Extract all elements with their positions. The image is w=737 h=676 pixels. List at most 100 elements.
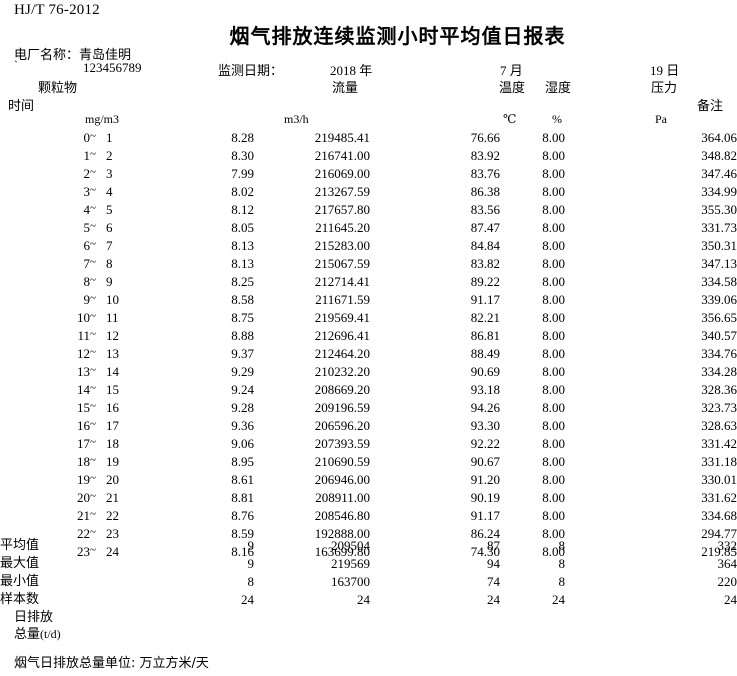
table-row: 0 ~1 8.28 219485.41 76.66 8.00 364.06	[0, 128, 737, 146]
cell-pressure: 219.85	[701, 543, 737, 559]
cell-particulate: 8.05	[231, 219, 254, 235]
cell-hour-end: 9	[106, 273, 113, 289]
cell-hour-separator: ~	[90, 182, 106, 200]
hour-range-tilde: ~	[90, 220, 96, 232]
column-header-remark: 备注	[697, 99, 724, 114]
summary-flow: 219569	[331, 556, 370, 571]
unit-flow: m3/h	[284, 112, 309, 126]
cell-temperature: 90.69	[470, 363, 500, 379]
cell-hour-end: 10	[106, 291, 119, 307]
cell-particulate: 8.30	[231, 147, 254, 163]
cell-humidity: 8.00	[542, 273, 565, 289]
hourly-data-table: 0 ~1 8.28 219485.41 76.66 8.00 364.06 1 ~2 8.30 21…	[0, 128, 737, 560]
cell-particulate: 8.88	[231, 327, 254, 343]
column-header-flow: 流量	[332, 81, 359, 96]
date-year: 2018 年	[330, 63, 373, 78]
cell-temperature: 91.17	[470, 291, 500, 307]
hour-range-tilde: ~	[90, 130, 96, 142]
cell-pressure: 348.82	[701, 147, 737, 163]
cell-flow: 211671.59	[315, 291, 370, 307]
hour-range-tilde: ~	[90, 292, 96, 304]
summary-particulate: 9	[247, 556, 255, 571]
cell-hour-end: 15	[106, 381, 119, 397]
summary-flow: 24	[357, 592, 370, 607]
cell-hour-end: 13	[106, 345, 119, 361]
summary-pressure: 364	[717, 556, 737, 571]
cell-temperature: 84.84	[470, 237, 500, 253]
cell-temperature: 91.20	[470, 471, 500, 487]
tick-mark: `	[14, 58, 18, 72]
cell-hour-separator: ~	[90, 272, 106, 290]
summary-label: 最小值	[0, 574, 40, 589]
cell-humidity: 8.00	[542, 237, 565, 253]
cell-hour-start: 18	[77, 453, 90, 469]
cell-hour-separator: ~	[90, 488, 106, 506]
table-row: 11 ~12 8.88 212696.41 86.81 8.00 340.57	[0, 326, 737, 344]
hour-range-tilde: ~	[90, 544, 96, 556]
summary-humidity: 8	[558, 556, 566, 571]
cell-particulate: 9.29	[231, 363, 254, 379]
summary-particulate: 8	[247, 574, 255, 589]
summary-humidity: 8	[558, 574, 566, 589]
cell-pressure: 294.77	[701, 525, 737, 541]
cell-temperature: 94.26	[470, 399, 500, 415]
summary-flow: 209504	[331, 538, 370, 553]
summary-temperature: 24	[487, 592, 500, 607]
cell-flow: 212696.41	[314, 327, 370, 343]
table-row: 3 ~4 8.02 213267.59 86.38 8.00 334.99	[0, 182, 737, 200]
cell-pressure: 334.28	[701, 363, 737, 379]
hour-range-tilde: ~	[90, 238, 96, 250]
cell-hour-start: 6	[83, 237, 91, 253]
cell-temperature: 74.30	[470, 543, 500, 559]
column-header-temperature: 温度	[499, 81, 526, 96]
cell-temperature: 91.17	[470, 507, 500, 523]
cell-humidity: 8.00	[542, 219, 565, 235]
cell-hour-start: 2	[83, 165, 91, 181]
cell-hour-end: 8	[106, 255, 113, 271]
cell-hour-end: 12	[106, 327, 119, 343]
footnote: 烟气日排放总量单位: 万立方米/天	[14, 656, 209, 671]
cell-temperature: 93.18	[470, 381, 500, 397]
summary-label: 样本数	[0, 592, 40, 607]
hour-range-tilde: ~	[90, 310, 96, 322]
table-row: 13 ~14 9.29 210232.20 90.69 8.00 334.28	[0, 362, 737, 380]
cell-hour-separator: ~	[90, 254, 106, 272]
cell-humidity: 8.00	[542, 309, 565, 325]
cell-temperature: 82.21	[470, 309, 500, 325]
cell-flow: 216069.00	[314, 165, 370, 181]
cell-humidity: 8.00	[542, 165, 565, 181]
cell-temperature: 93.30	[470, 417, 500, 433]
summary-particulate: 9	[247, 538, 255, 553]
unit-particulate: mg/m3	[85, 112, 120, 126]
hour-range-tilde: ~	[90, 472, 96, 484]
cell-hour-end: 23	[106, 525, 119, 541]
cell-pressure: 331.73	[701, 219, 737, 235]
cell-humidity: 8.00	[542, 381, 565, 397]
cell-flow: 210232.20	[314, 363, 370, 379]
daily-total-line2: 总量(t/d)	[14, 626, 61, 643]
cell-particulate: 8.13	[231, 255, 254, 271]
cell-humidity: 8.00	[542, 399, 565, 415]
column-header-time: 时间	[8, 99, 35, 114]
summary-row: 平均值 9 209504 87 8 332	[0, 537, 737, 555]
cell-humidity: 8.00	[542, 471, 565, 487]
cell-temperature: 90.19	[470, 489, 500, 505]
cell-pressure: 331.42	[701, 435, 737, 451]
table-row: 20 ~21 8.81 208911.00 90.19 8.00 331.62	[0, 488, 737, 506]
cell-flow: 212464.20	[314, 345, 370, 361]
cell-humidity: 8.00	[542, 129, 565, 145]
cell-hour-start: 13	[77, 363, 90, 379]
cell-temperature: 90.67	[470, 453, 500, 469]
cell-hour-end: 3	[106, 165, 113, 181]
table-row: 10 ~11 8.75 219569.41 82.21 8.00 356.65	[0, 308, 737, 326]
cell-flow: 208911.00	[315, 489, 370, 505]
cell-temperature: 83.56	[470, 201, 500, 217]
date-day: 19 日	[650, 63, 680, 78]
cell-hour-start: 15	[77, 399, 90, 415]
table-row: 15 ~16 9.28 209196.59 94.26 8.00 323.73	[0, 398, 737, 416]
cell-pressure: 323.73	[701, 399, 737, 415]
page-title: 烟气排放连续监测小时平均值日报表	[229, 24, 566, 48]
cell-hour-start: 12	[77, 345, 90, 361]
cell-hour-separator: ~	[90, 128, 106, 146]
table-row: 5 ~6 8.05 211645.20 87.47 8.00 331.73	[0, 218, 737, 236]
